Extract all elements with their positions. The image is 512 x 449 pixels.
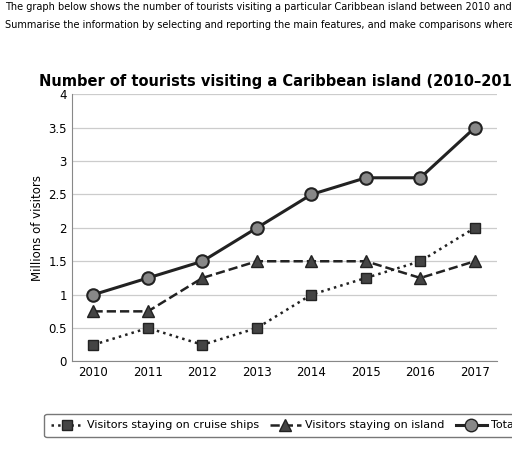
- Text: The graph below shows the number of tourists visiting a particular Caribbean isl: The graph below shows the number of tour…: [5, 2, 512, 12]
- Y-axis label: Millions of visitors: Millions of visitors: [31, 175, 44, 281]
- Title: Number of tourists visiting a Caribbean island (2010–2017): Number of tourists visiting a Caribbean …: [39, 74, 512, 89]
- Legend: Visitors staying on cruise ships, Visitors staying on island, Total: Visitors staying on cruise ships, Visito…: [45, 414, 512, 437]
- Text: Summarise the information by selecting and reporting the main features, and make: Summarise the information by selecting a…: [5, 20, 512, 30]
